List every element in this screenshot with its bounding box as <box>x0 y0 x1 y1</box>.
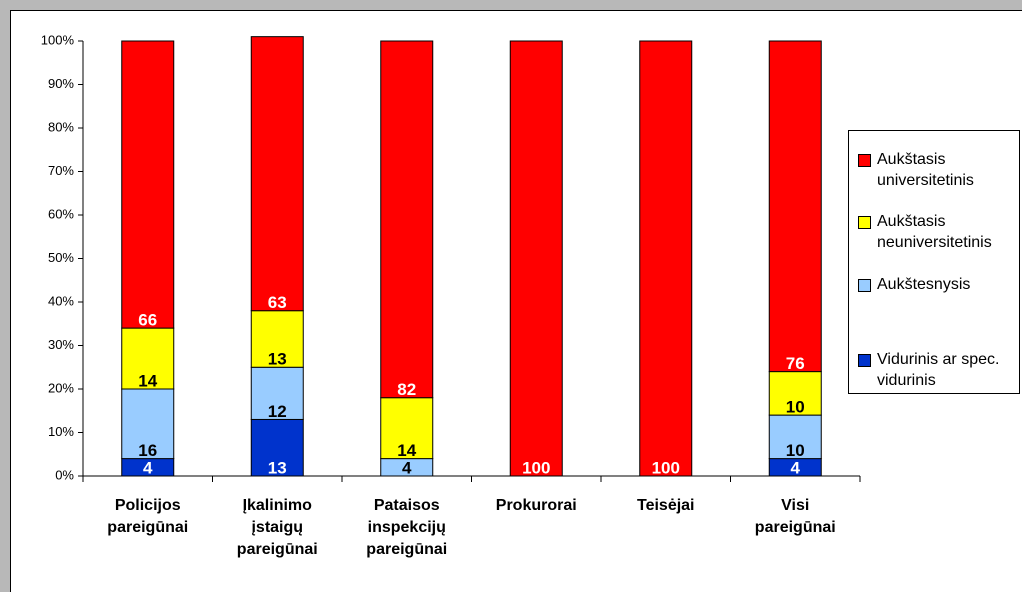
y-tick-label: 20% <box>48 380 74 395</box>
value-label: 13 <box>268 458 287 477</box>
y-tick-label: 60% <box>48 206 74 221</box>
x-tick-label: pareigūnai <box>107 519 188 536</box>
bar-segment <box>121 327 175 390</box>
y-tick-label: 40% <box>48 293 74 308</box>
bar-segment <box>250 418 304 477</box>
bar-segment <box>380 397 434 460</box>
x-tick-label: Įkalinimo <box>243 497 313 514</box>
legend: Vidurinis ar spec. vidurinis Aukštesnysis… <box>848 130 1020 394</box>
value-label: 10 <box>786 398 805 417</box>
x-tick-label: inspekcijų <box>368 519 446 536</box>
bar-segment <box>250 36 304 312</box>
legend-label: Aukštasis universitetinis <box>877 151 974 189</box>
x-tick-label: Policijos <box>115 497 181 514</box>
x-tick-label: Teisėjai <box>637 497 695 514</box>
x-tick-label: Prokurorai <box>496 497 577 514</box>
value-label: 14 <box>138 371 157 390</box>
value-label: 82 <box>397 380 416 399</box>
legend-swatch <box>858 279 871 292</box>
bar-segment <box>639 40 693 477</box>
value-label: 16 <box>138 441 157 460</box>
y-tick-label: 10% <box>48 424 74 439</box>
bar-segment <box>250 366 304 420</box>
bar-segment <box>509 40 563 477</box>
bar-segment <box>121 40 175 329</box>
y-tick-label: 30% <box>48 337 74 352</box>
value-label: 4 <box>143 458 153 477</box>
legend-swatch <box>858 216 871 229</box>
value-label: 14 <box>397 441 416 460</box>
bar-segment <box>768 40 822 373</box>
value-label: 4 <box>402 458 412 477</box>
bar-segment <box>380 40 434 399</box>
value-label: 4 <box>791 458 801 477</box>
value-label: 12 <box>268 402 287 421</box>
value-label: 66 <box>138 311 157 330</box>
y-tick-label: 100% <box>41 32 75 47</box>
legend-label: Vidurinis ar spec. vidurinis <box>877 351 1000 389</box>
x-tick-label: Visi <box>781 497 809 514</box>
value-label: 13 <box>268 350 287 369</box>
value-label: 10 <box>786 441 805 460</box>
legend-swatch <box>858 154 871 167</box>
x-tick-label: pareigūnai <box>366 541 447 558</box>
legend-entry: Aukštesnysis <box>858 274 1019 295</box>
bar-segment <box>121 388 175 460</box>
legend-entry: Vidurinis ar spec. vidurinis <box>858 349 1007 391</box>
value-label: 100 <box>522 458 550 477</box>
x-tick-label: Pataisos <box>374 497 440 514</box>
x-tick-label: pareigūnai <box>237 541 318 558</box>
legend-label: Aukštasis neuniversitetinis <box>877 213 992 251</box>
x-tick-label: įstaigų <box>251 519 303 536</box>
legend-swatch <box>858 354 871 367</box>
y-tick-label: 0% <box>55 467 74 482</box>
value-label: 100 <box>652 458 680 477</box>
legend-entry: Aukštasis neuniversitetinis <box>858 211 1019 253</box>
value-label: 63 <box>268 293 287 312</box>
legend-label: Aukštesnysis <box>877 276 971 293</box>
legend-entry: Aukštasis universitetinis <box>858 149 1002 191</box>
y-tick-label: 50% <box>48 250 74 265</box>
y-tick-label: 90% <box>48 76 74 91</box>
value-label: 76 <box>786 354 805 373</box>
x-tick-label: pareigūnai <box>755 519 836 536</box>
y-tick-label: 70% <box>48 163 74 178</box>
y-tick-label: 80% <box>48 119 74 134</box>
